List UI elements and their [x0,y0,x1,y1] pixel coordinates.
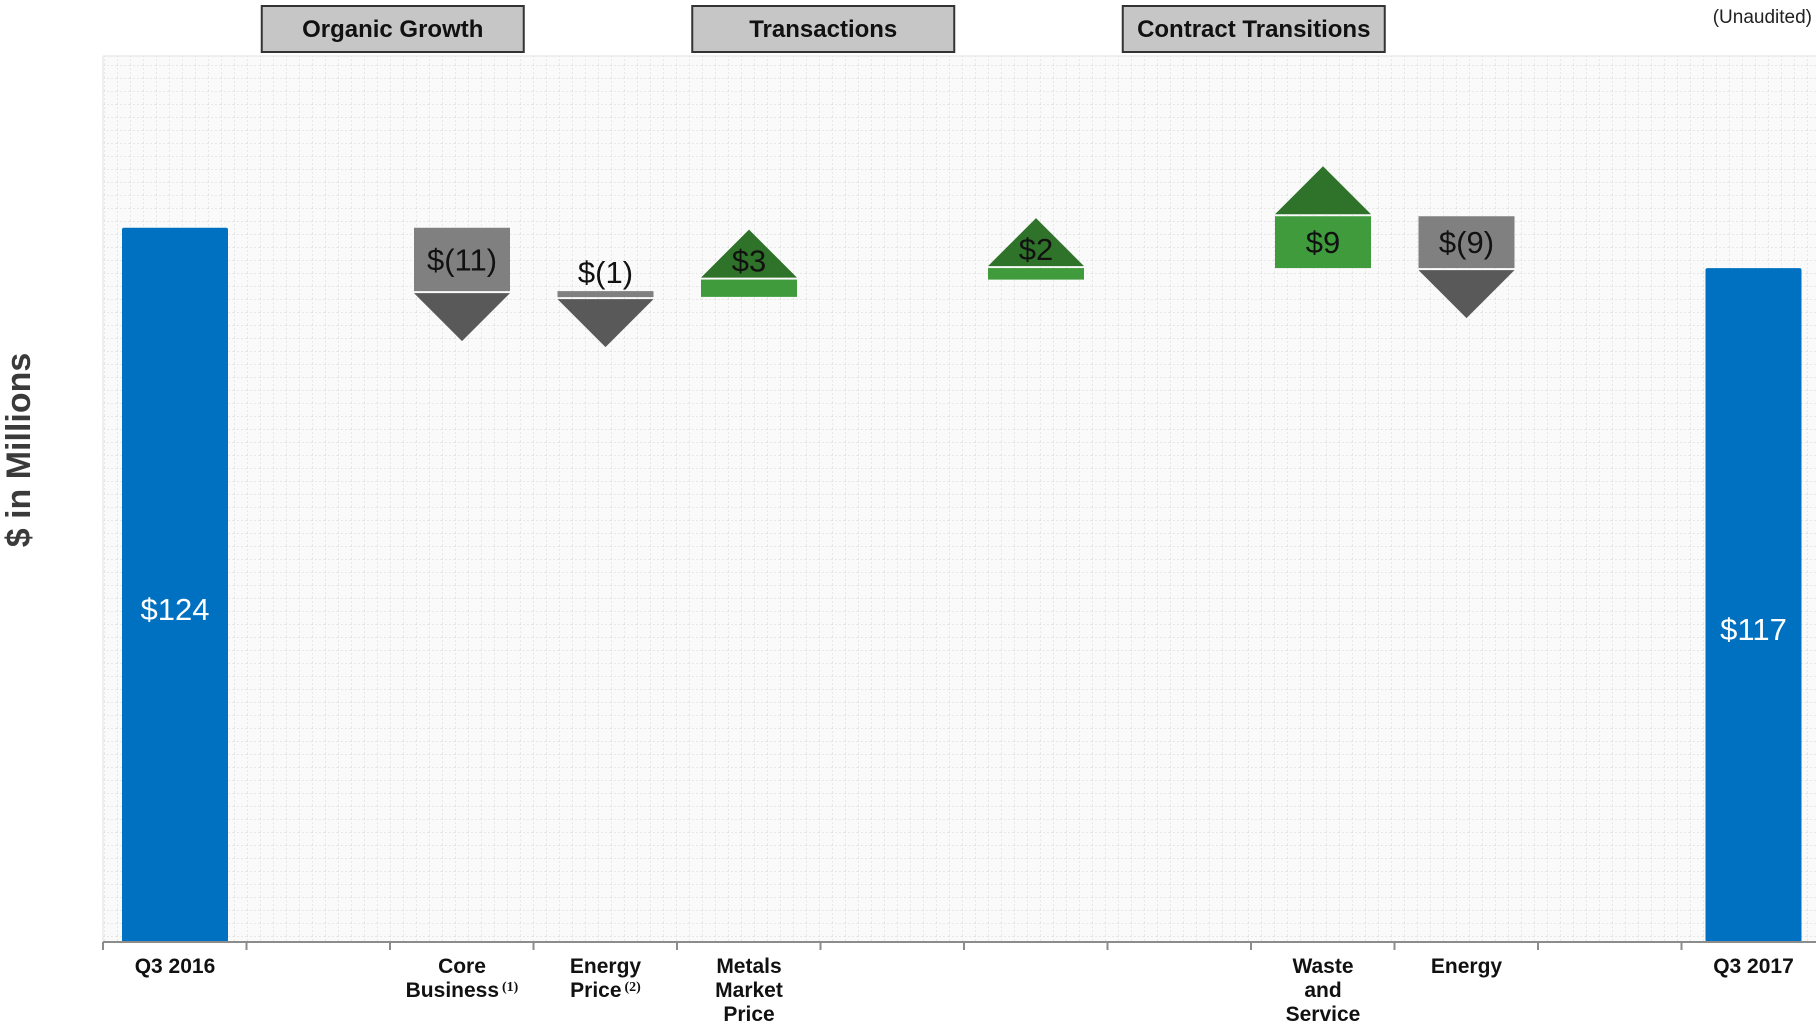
delta-bar-core-business: $(11) [414,227,510,342]
category-label-line: Energy [1431,955,1503,978]
value-label-slot-6: $2 [1019,232,1053,267]
value-label-q3-2016: $124 [141,592,210,627]
category-label-line: Market [715,979,783,1002]
down-arrow-icon [557,299,654,348]
down-arrow-icon [1418,270,1515,319]
down-arrow-icon [414,293,510,342]
category-label-line: and [1304,979,1341,1002]
category-label-metals-market-price: Metals Market Price [715,955,783,1024]
delta-bar-body [414,227,510,292]
category-label-line: Q3 2017 [1713,955,1794,978]
y-axis-label: $ in Millions [0,353,38,548]
group-header-box [691,5,956,53]
delta-bar-slot-6: $2 [988,218,1084,280]
category-label-note: (1) [502,980,519,995]
group-header-organic-growth: Organic Growth [260,5,525,53]
up-arrow-icon [701,229,797,278]
up-arrow-icon [988,218,1084,267]
delta-bar-body [1275,216,1371,269]
delta-bar-metals-market-price: $3 [701,229,797,297]
up-arrow-icon [1275,166,1371,215]
group-header-contract-transitions: Contract Transitions [1121,5,1386,53]
value-label-waste-and-service: $9 [1306,225,1340,260]
category-label-energy-price: Energy Price (2) [570,955,642,1002]
category-label-line: Core [438,955,486,978]
bars: $124 $(11) $(1) $3 $2 $9 $(9) $117 [122,166,1802,943]
delta-bar-body [988,268,1084,280]
category-label-waste-and-service: Waste and Service [1286,955,1361,1024]
value-label-energy-price: $(1) [578,255,633,290]
group-header-box [260,5,525,53]
value-label-energy: $(9) [1439,225,1494,260]
category-labels: Q3 2016 Core Business (1)Energy Price (2)Meta… [135,955,1794,1024]
group-header-label: Transactions [749,16,897,43]
delta-bar-energy: $(9) [1418,216,1515,319]
group-headers: Organic Growth Transactions Contract Trans… [260,5,1386,53]
category-label-energy: Energy [1431,955,1503,978]
value-label-metals-market-price: $3 [732,244,766,279]
group-header-transactions: Transactions [691,5,956,53]
category-label-line: Service [1286,1003,1361,1024]
delta-bar-body [1418,216,1515,269]
delta-bar-waste-and-service: $9 [1275,166,1371,269]
category-label-note: (2) [625,980,642,995]
category-label-line: Price [723,1003,774,1024]
value-label-core-business: $(11) [427,242,497,277]
category-label-line: Waste [1292,955,1353,978]
group-header-label: Organic Growth [302,16,483,43]
total-bar-q3-2017 [1705,268,1802,943]
unaudited-note: (Unaudited) [1713,7,1812,28]
group-header-label: Contract Transitions [1137,16,1370,43]
delta-bar-body [701,279,797,297]
delta-bar-energy-price: $(1) [557,255,654,348]
category-label-line: Energy [570,955,642,978]
category-label-line: Business [406,979,499,1002]
category-label-core-business: Core Business (1) [406,955,519,1002]
total-bar-q3-2016 [122,227,228,942]
category-label-q3-2017: Q3 2017 [1713,955,1794,978]
value-label-q3-2017: $117 [1720,612,1787,647]
category-label-line: Q3 2016 [135,955,216,978]
category-label-line: Metals [716,955,781,978]
category-label-line: Price [570,979,621,1002]
x-axis [102,941,1816,950]
group-header-box [1121,5,1386,53]
delta-bar-body [557,291,654,298]
plot-grid [103,56,1816,942]
category-label-q3-2016: Q3 2016 [135,955,216,978]
